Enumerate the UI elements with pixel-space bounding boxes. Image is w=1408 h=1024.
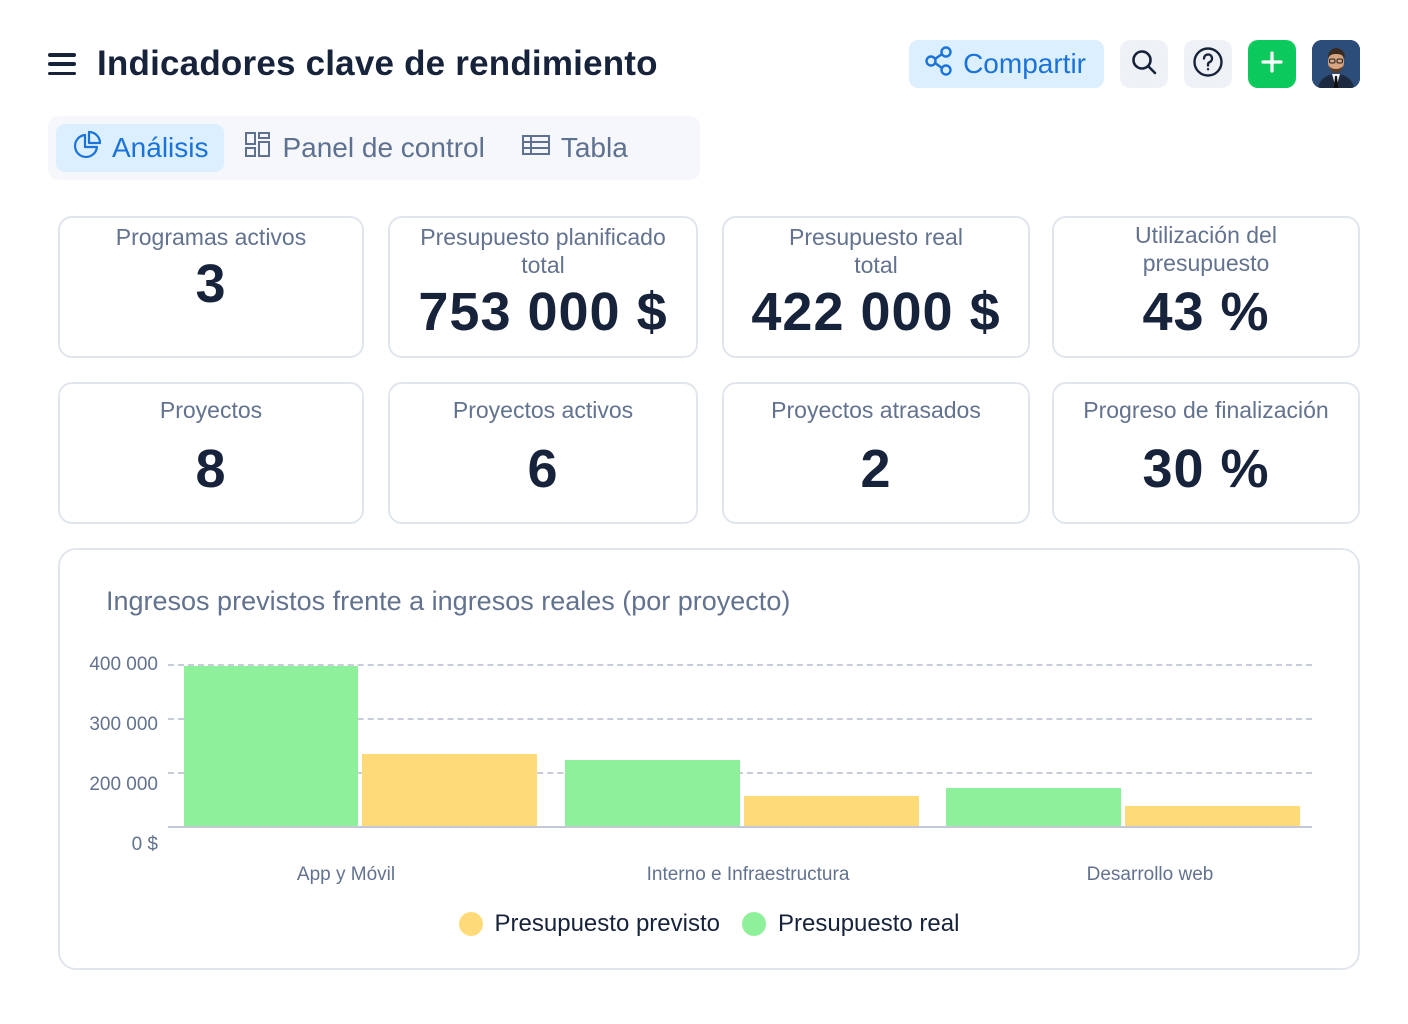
help-icon	[1192, 46, 1224, 83]
share-icon	[925, 45, 953, 83]
bar-previsto-desarrollo-web[interactable]	[1125, 806, 1300, 826]
x-label: App y Móvil	[296, 864, 396, 885]
kpi-label: Proyectos activos	[452, 397, 634, 423]
menu-icon[interactable]	[48, 53, 76, 75]
tab-panel-de-control[interactable]: Panel de control	[228, 124, 500, 172]
kpi-label: Utilización del presupuesto	[1135, 222, 1277, 276]
kpi-value: 3	[195, 254, 227, 314]
table-icon	[521, 132, 551, 164]
header-actions: Compartir	[909, 40, 1360, 88]
kpi-label: Proyectos atrasados	[771, 397, 981, 423]
kpi-utilizacion: Utilización del presupuesto 43 %	[1052, 216, 1360, 358]
kpi-progreso: Progreso de finalización 30 %	[1052, 382, 1360, 524]
kpi-value: 2	[860, 439, 892, 499]
x-label: Interno e Infraestructura	[646, 864, 850, 885]
y-tick: 400 000	[89, 654, 158, 675]
tab-label: Panel de control	[282, 132, 485, 163]
kpi-label: Progreso de finalización	[1083, 397, 1329, 423]
legend-item-real[interactable]: Presupuesto real	[742, 910, 959, 938]
kpi-presupuesto-real: Presupuesto real total 422 000 $	[722, 216, 1030, 358]
plus-icon	[1261, 50, 1283, 78]
kpi-label: Presupuesto real total	[789, 224, 963, 278]
tab-label: Análisis	[112, 132, 209, 163]
tab-label: Tabla	[560, 132, 628, 163]
legend-item-previsto[interactable]: Presupuesto previsto	[458, 910, 720, 938]
kpi-value: 8	[195, 439, 227, 499]
legend-dot-icon	[742, 912, 766, 936]
gridline	[168, 664, 1312, 666]
page-title: Indicadores clave de rendimiento	[97, 44, 658, 83]
legend-label: Presupuesto previsto	[494, 910, 720, 937]
x-axis-line	[168, 826, 1312, 828]
pie-chart-icon	[72, 130, 102, 167]
revenue-chart-card: Ingresos previstos frente a ingresos rea…	[58, 548, 1360, 970]
search-icon	[1130, 48, 1158, 81]
gridline	[168, 772, 1312, 774]
share-button[interactable]: Compartir	[909, 40, 1104, 88]
chart-title: Ingresos previstos frente a ingresos rea…	[106, 586, 791, 616]
view-tabs: Análisis Panel de control Tabla	[48, 116, 700, 180]
y-tick: 300 000	[89, 714, 158, 735]
avatar[interactable]	[1312, 40, 1360, 88]
help-button[interactable]	[1184, 40, 1232, 88]
y-tick: 0 $	[131, 834, 158, 855]
kpi-presupuesto-planificado: Presupuesto planificado total 753 000 $	[388, 216, 698, 358]
kpi-label: Programas activos	[115, 224, 307, 250]
kpi-programas-activos: Programas activos 3	[58, 216, 364, 358]
kpi-proyectos-atrasados: Proyectos atrasados 2	[722, 382, 1030, 524]
kpi-label: Presupuesto planificado total	[420, 224, 666, 278]
kpi-value: 422 000 $	[751, 282, 1001, 342]
tab-tabla[interactable]: Tabla	[505, 124, 644, 172]
bar-previsto-interno[interactable]	[744, 796, 919, 826]
bar-real-interno[interactable]	[565, 760, 740, 826]
kpi-value: 753 000 $	[418, 282, 668, 342]
kpi-value: 6	[527, 439, 559, 499]
legend-dot-icon	[458, 912, 483, 936]
header: Indicadores clave de rendimiento Compart…	[48, 40, 1360, 88]
search-button[interactable]	[1120, 40, 1168, 88]
y-tick: 200 000	[89, 774, 158, 795]
share-label: Compartir	[963, 48, 1086, 79]
add-button[interactable]	[1248, 40, 1296, 88]
bar-real-app-movil[interactable]	[184, 666, 358, 826]
legend-label: Presupuesto real	[778, 910, 960, 937]
chart-legend: Presupuesto previsto Presupuesto real	[60, 910, 1358, 938]
tab-analisis[interactable]: Análisis	[56, 124, 225, 172]
bar-real-desarrollo-web[interactable]	[946, 788, 1121, 826]
gridline	[168, 718, 1312, 720]
dashboard-icon	[244, 131, 272, 166]
kpi-value: 43 %	[1142, 282, 1270, 342]
kpi-proyectos-activos: Proyectos activos 6	[388, 382, 698, 524]
bar-previsto-app-movil[interactable]	[362, 754, 537, 826]
kpi-proyectos: Proyectos 8	[58, 382, 364, 524]
kpi-value: 30 %	[1142, 439, 1270, 499]
x-label: Desarrollo web	[1086, 864, 1214, 885]
kpi-label: Proyectos	[159, 397, 263, 423]
